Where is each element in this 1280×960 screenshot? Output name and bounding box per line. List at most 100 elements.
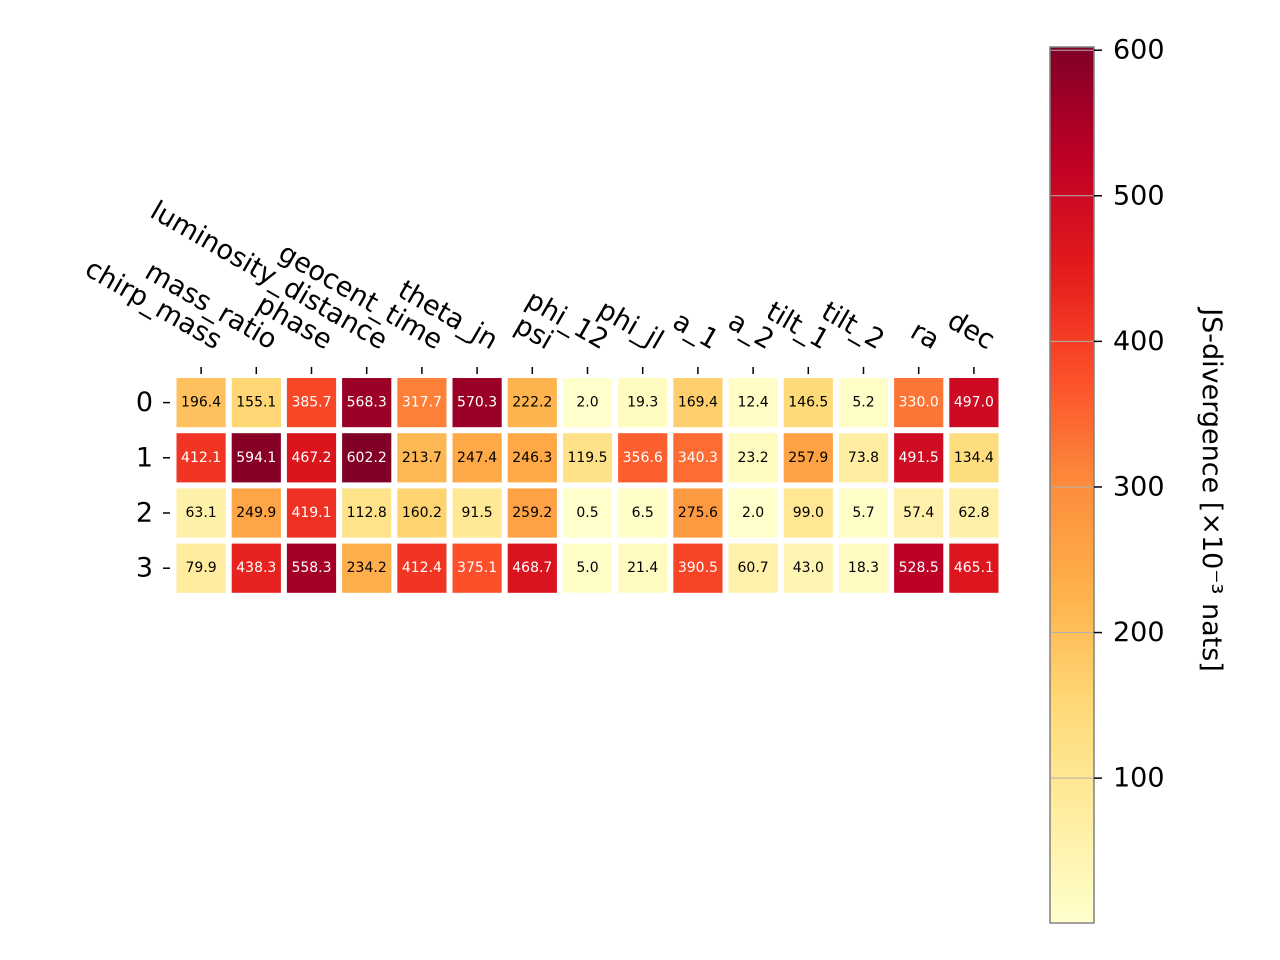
cell-value-label: 491.5 <box>899 450 939 466</box>
cell-value-label: 79.9 <box>186 560 217 576</box>
colorbar-tick-label: 300 <box>1113 471 1165 502</box>
heatmap-cell <box>728 543 778 593</box>
cell-value-label: 60.7 <box>738 560 769 576</box>
cell-value-label: 196.4 <box>181 395 221 411</box>
heatmap-cell <box>728 433 778 483</box>
cell-value-label: 412.1 <box>181 450 221 466</box>
cell-value-label: 246.3 <box>512 450 552 466</box>
heatmap-cell <box>618 543 668 593</box>
colorbar-tick-label: 500 <box>1113 180 1165 211</box>
cell-value-label: 99.0 <box>793 505 824 521</box>
cell-value-label: 21.4 <box>627 560 658 576</box>
heatmap-cell <box>949 488 999 538</box>
heatmap-cell <box>673 433 723 483</box>
cell-value-label: 558.3 <box>291 560 331 576</box>
heatmap-cell <box>673 543 723 593</box>
heatmap-cell <box>562 378 613 428</box>
cell-value-label: 234.2 <box>347 560 387 576</box>
cell-value-label: 119.5 <box>567 450 607 466</box>
heatmap-cell <box>452 378 502 428</box>
x-tick-label: a_1 <box>667 306 723 356</box>
heatmap-cell <box>507 488 557 538</box>
cell-value-label: 2.0 <box>742 505 764 521</box>
heatmap-cell <box>231 488 281 538</box>
cell-value-label: 12.4 <box>738 395 769 411</box>
cell-value-label: 0.5 <box>576 505 598 521</box>
cell-value-label: 57.4 <box>903 505 934 521</box>
cell-value-label: 5.2 <box>852 395 874 411</box>
heatmap-cell <box>342 543 392 593</box>
heatmap-cell <box>397 378 447 428</box>
cell-value-label: 438.3 <box>236 560 276 576</box>
heatmap-cell <box>397 488 447 538</box>
cell-value-label: 222.2 <box>512 395 552 411</box>
cell-value-label: 112.8 <box>347 505 387 521</box>
x-tick-label: tilt_2 <box>816 296 889 356</box>
heatmap-cell <box>452 433 502 483</box>
heatmap-cell <box>452 543 502 593</box>
heatmap-cell <box>618 378 668 428</box>
cell-value-label: 257.9 <box>788 450 828 466</box>
cell-value-label: 467.2 <box>291 450 331 466</box>
y-tick-label: 1 <box>136 442 153 473</box>
heatmap-cell <box>452 488 502 538</box>
colorbar-label: JS-divergence [×10⁻³ nats] <box>1196 306 1227 672</box>
cell-value-label: 356.6 <box>623 450 663 466</box>
cell-value-label: 73.8 <box>848 450 879 466</box>
cell-value-label: 247.4 <box>457 450 497 466</box>
x-tick-label: dec <box>942 305 1000 356</box>
cell-value-label: 249.9 <box>236 505 276 521</box>
cell-value-label: 6.5 <box>632 505 654 521</box>
cell-value-label: 412.4 <box>402 560 442 576</box>
heatmap-cell <box>949 378 999 428</box>
colorbar-tick-label: 600 <box>1113 35 1165 66</box>
heatmap-cells: 196.4 155.1 385.7 568.3 317.7 570.3 222.2 2.0 19… <box>176 378 999 593</box>
cell-value-label: 330.0 <box>899 395 939 411</box>
heatmap-cell <box>673 378 723 428</box>
heatmap-cell <box>507 378 557 428</box>
heatmap-cell <box>342 433 392 483</box>
heatmap-cell <box>176 433 226 483</box>
heatmap-cell <box>894 543 944 593</box>
heatmap-cell <box>949 433 999 483</box>
y-tick-label: 3 <box>136 553 153 584</box>
colorbar-tick-label: 400 <box>1113 326 1165 357</box>
colorbar-ticks: 100 200 300 400 500 600 <box>1051 35 1165 794</box>
cell-value-label: 146.5 <box>788 395 828 411</box>
cell-value-label: 594.1 <box>236 450 276 466</box>
colorbar: 100 200 300 400 500 600 JS-divergence [×10⁻³ … <box>1049 35 1227 924</box>
y-axis-ticks: 0 1 2 3 <box>136 387 170 584</box>
heatmap-cell <box>783 488 833 538</box>
heatmap-cell <box>783 543 833 593</box>
heatmap-cell <box>618 433 668 483</box>
cell-value-label: 5.7 <box>852 505 874 521</box>
cell-value-label: 213.7 <box>402 450 442 466</box>
colorbar-tick-label: 200 <box>1113 617 1165 648</box>
heatmap-cell <box>286 378 337 428</box>
heatmap-cell <box>397 433 447 483</box>
cell-value-label: 275.6 <box>678 505 718 521</box>
heatmap-cell <box>949 543 999 593</box>
cell-value-label: 155.1 <box>236 395 276 411</box>
heatmap-cell <box>507 543 557 593</box>
cell-value-label: 18.3 <box>848 560 879 576</box>
y-tick-label: 0 <box>136 387 153 418</box>
heatmap-cell <box>507 433 557 483</box>
cell-value-label: 602.2 <box>347 450 387 466</box>
x-axis-ticks: chirp_massmass_ratiophaseluminosity_dist… <box>80 195 1000 374</box>
heatmap-cell <box>783 378 833 428</box>
cell-value-label: 259.2 <box>512 505 552 521</box>
cell-value-label: 570.3 <box>457 395 497 411</box>
colorbar-tick-label: 100 <box>1113 763 1165 794</box>
cell-value-label: 528.5 <box>899 560 939 576</box>
cell-value-label: 160.2 <box>402 505 442 521</box>
heatmap-cell <box>176 543 226 593</box>
cell-value-label: 375.1 <box>457 560 497 576</box>
cell-value-label: 317.7 <box>402 395 442 411</box>
heatmap-cell <box>728 488 778 538</box>
x-tick-label: phi_jl <box>592 294 668 356</box>
colorbar-gradient <box>1049 46 1095 924</box>
cell-value-label: 2.0 <box>576 395 598 411</box>
y-tick-label: 2 <box>136 498 153 529</box>
